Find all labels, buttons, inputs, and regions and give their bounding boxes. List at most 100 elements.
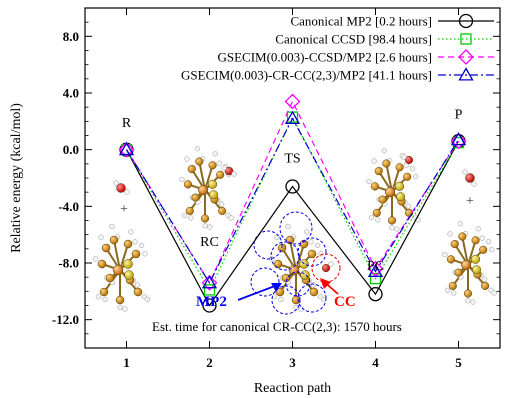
- oxygen-atom: [404, 155, 414, 165]
- carbon-atom: [105, 273, 115, 283]
- hydrogen-atom: [475, 226, 481, 232]
- hydrogen-atom: [368, 214, 375, 221]
- carbon-atom: [378, 195, 387, 204]
- hydrogen-atom: [128, 229, 134, 235]
- hydrogen-atom: [489, 246, 495, 253]
- sulfur-atom: [471, 254, 481, 264]
- plus-sign: +: [120, 202, 128, 217]
- legend-label-3: GSECIM(0.003)-CR-CC(2,3)/MP2 [41.1 hours…: [181, 68, 432, 83]
- sulfur-atom: [123, 259, 133, 269]
- series-1-point-3: [369, 272, 382, 285]
- x-axis-title: Reaction path: [254, 381, 331, 396]
- mp2-region-circle: [250, 267, 280, 297]
- hydrogen-atom: [221, 165, 227, 171]
- carbon-atom: [387, 216, 397, 225]
- phosphorus-atom: [198, 185, 209, 195]
- carbon-atom: [216, 170, 225, 179]
- oxygen-atom: [116, 183, 126, 193]
- legend-marker-1: [460, 33, 472, 45]
- oxygen-atom: [321, 263, 331, 273]
- carbon-atom: [191, 193, 200, 202]
- hydrogen-atom: [457, 221, 463, 227]
- carbon-atom: [299, 239, 309, 249]
- mp2-region-circle: [285, 271, 311, 297]
- x-tick-label-2: 3: [289, 355, 296, 370]
- legend-label-1: Canonical CCSD [98.4 hours]: [275, 32, 432, 47]
- mp2-region-circle: [279, 211, 313, 245]
- hydrogen-atom: [102, 296, 108, 303]
- hydrogen-atom: [394, 226, 400, 232]
- hydrogen-atom: [442, 251, 448, 258]
- hydrogen-atom: [216, 160, 222, 166]
- series-3-point-3: [367, 263, 384, 278]
- series-2-point-1: [201, 274, 218, 291]
- sulfur-atom: [208, 179, 218, 189]
- hydrogen-atom: [207, 224, 213, 230]
- series-2-point-3: [367, 260, 384, 277]
- hydrogen-atom: [122, 306, 128, 312]
- point-label-4: P: [455, 108, 463, 123]
- hydrogen-atom: [389, 224, 395, 231]
- carbon-atom: [374, 167, 383, 176]
- hydrogen-atom: [98, 234, 104, 240]
- carbon-atom: [273, 259, 283, 269]
- legend-label-2: GSECIM(0.003)-CCSD/MP2 [2.6 hours]: [217, 50, 432, 65]
- carbon-atom: [101, 243, 111, 253]
- point-labels: R RC TS PC P: [122, 108, 463, 275]
- bond: [467, 240, 477, 266]
- carbon-atom: [218, 206, 227, 215]
- x-tick-label-1: 2: [206, 355, 213, 370]
- hydrogen-atom: [318, 251, 324, 257]
- hydrogen-atom: [320, 296, 327, 303]
- point-label-2: TS: [284, 151, 300, 166]
- sulfur-atom: [300, 270, 310, 280]
- cc-tag: CC: [334, 294, 356, 310]
- bond: [295, 243, 305, 271]
- series-2: [118, 93, 467, 291]
- sulfur-atom: [396, 192, 406, 202]
- phosphorus-atom: [461, 260, 472, 270]
- carbon-atom: [446, 255, 455, 264]
- carbon-atom: [307, 249, 317, 259]
- carbon-atom: [97, 259, 107, 269]
- annotation-note: Est. time for canonical CR-CC(2,3): 1570…: [152, 319, 402, 334]
- carbon-atom: [370, 182, 379, 191]
- y-tick-label-5: -12.0: [52, 312, 79, 327]
- x-tick-label-0: 1: [123, 355, 130, 370]
- series-3-point-1: [201, 275, 218, 289]
- series-3-point-0: [118, 141, 135, 156]
- series-line-1: [125, 115, 460, 292]
- oxygen-atom: [224, 166, 234, 176]
- legend: Canonical MP2 [0.2 hours] Canonical CCSD …: [181, 14, 494, 83]
- phosphorus-atom: [385, 187, 396, 197]
- hydrogen-atom: [409, 165, 416, 172]
- carbon-atom: [183, 180, 192, 189]
- series-line-3: [125, 117, 460, 285]
- hydrogen-atom: [371, 158, 377, 164]
- carbon-atom: [133, 287, 143, 297]
- legend-label-0: Canonical MP2 [0.2 hours]: [290, 14, 432, 29]
- hydrogen-atom: [310, 282, 317, 288]
- y-tick-label-0: 8.0: [63, 29, 79, 44]
- hydrogen-atom: [124, 189, 130, 195]
- carbon-atom: [372, 208, 381, 217]
- y-tick-label-3: -4.0: [58, 199, 79, 214]
- y-axis-title: Relative energy (kcal/mol): [9, 103, 24, 253]
- legend-marker-2: [458, 49, 474, 65]
- sulfur-atom: [395, 181, 405, 191]
- legend-marker-3: [458, 67, 474, 81]
- series-1-point-1: [203, 284, 216, 296]
- hydrogen-atom: [212, 151, 218, 157]
- y-tick-label-1: 4.0: [63, 86, 79, 101]
- hydrogen-atom: [479, 235, 485, 241]
- x-tick-label-3: 4: [372, 355, 379, 370]
- hydrogen-atom: [413, 173, 419, 180]
- carbon-atom: [382, 159, 391, 168]
- hydrogen-atom: [471, 181, 477, 187]
- bond: [204, 165, 214, 191]
- carbon-atom: [458, 232, 467, 241]
- hydrogen-atom: [285, 223, 291, 230]
- carbon-atom: [195, 157, 204, 166]
- carbon-atom: [471, 236, 480, 245]
